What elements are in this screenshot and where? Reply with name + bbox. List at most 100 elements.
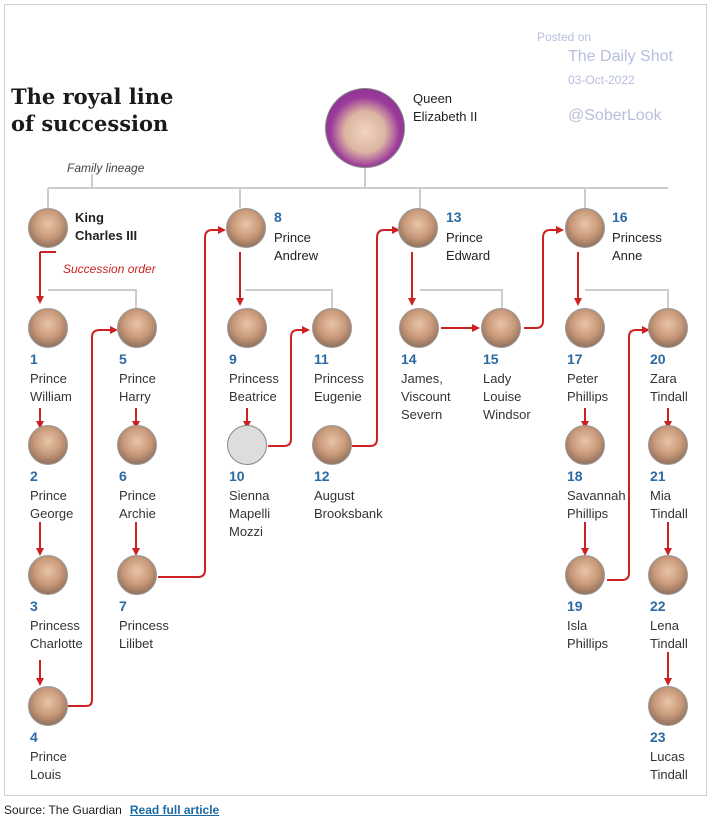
name-line2: Eugenie bbox=[314, 389, 362, 404]
name-line1: Lucas bbox=[650, 749, 685, 764]
name-line1: King bbox=[75, 210, 104, 225]
name-line2: Beatrice bbox=[229, 389, 277, 404]
avatar bbox=[648, 686, 688, 726]
succession-number: 1 bbox=[30, 351, 38, 367]
name-line2: Viscount bbox=[401, 389, 451, 404]
name-line1: Princess bbox=[119, 618, 169, 633]
queen-line2: Elizabeth II bbox=[413, 109, 478, 124]
succession-number: 21 bbox=[650, 468, 666, 484]
read-full-article-link[interactable]: Read full article bbox=[129, 803, 220, 817]
avatar bbox=[117, 308, 157, 348]
name-line1: Sienna bbox=[229, 488, 270, 503]
name-line2: Charles III bbox=[75, 228, 138, 243]
succession-number: 22 bbox=[650, 598, 666, 614]
avatar bbox=[481, 308, 521, 348]
name-line2: Edward bbox=[446, 248, 491, 263]
source-footer: Source: The Guardian Read full article bbox=[4, 803, 219, 817]
name-line1: Prince bbox=[274, 230, 311, 245]
name-line1: Prince bbox=[119, 371, 156, 386]
succession-number: 17 bbox=[567, 351, 583, 367]
name-line1: Prince bbox=[30, 488, 67, 503]
name-line1: Zara bbox=[650, 371, 677, 386]
avatar bbox=[28, 686, 68, 726]
succession-number: 7 bbox=[119, 598, 127, 614]
avatar bbox=[227, 308, 267, 348]
avatar bbox=[565, 555, 605, 595]
avatar bbox=[398, 208, 438, 248]
avatar-queen bbox=[325, 88, 405, 168]
avatar bbox=[227, 425, 267, 465]
name-line1: Lena bbox=[650, 618, 679, 633]
name-line2: Louise bbox=[483, 389, 522, 404]
succession-number: 2 bbox=[30, 468, 38, 484]
succession-number: 16 bbox=[612, 209, 628, 225]
name-line2: Tindall bbox=[650, 636, 688, 651]
source-text: Source: The Guardian bbox=[4, 803, 122, 817]
succession-number: 19 bbox=[567, 598, 583, 614]
avatar bbox=[648, 555, 688, 595]
watermark-site: The Daily Shot bbox=[568, 48, 673, 65]
succession-number: 5 bbox=[119, 351, 127, 367]
name-line2: Archie bbox=[119, 506, 156, 521]
name-line1: Prince bbox=[446, 230, 483, 245]
avatar bbox=[312, 425, 352, 465]
succession-number: 23 bbox=[650, 729, 666, 745]
name-line3: Mozzi bbox=[229, 524, 263, 539]
avatar bbox=[648, 425, 688, 465]
name-line2: Harry bbox=[119, 389, 151, 404]
name-line2: Brooksbank bbox=[314, 506, 383, 521]
succession-number: 9 bbox=[229, 351, 237, 367]
name-line2: Phillips bbox=[567, 636, 609, 651]
name-line1: Peter bbox=[567, 371, 599, 386]
name-line2: Charlotte bbox=[30, 636, 83, 651]
name-line1: Princess bbox=[314, 371, 364, 386]
name-line2: George bbox=[30, 506, 74, 521]
name-line1: August bbox=[314, 488, 355, 503]
name-line2: Mapelli bbox=[229, 506, 271, 521]
succession-number: 8 bbox=[274, 209, 282, 225]
name-line2: Phillips bbox=[567, 506, 609, 521]
name-line1: Lady bbox=[483, 371, 512, 386]
avatar bbox=[565, 208, 605, 248]
name-line1: Isla bbox=[567, 618, 588, 633]
succession-number: 14 bbox=[401, 351, 417, 367]
succession-number: 18 bbox=[567, 468, 583, 484]
avatar bbox=[28, 555, 68, 595]
name-line2: Andrew bbox=[274, 248, 319, 263]
succession-arrows bbox=[36, 226, 672, 707]
name-line1: Princess bbox=[612, 230, 662, 245]
name-line1: Prince bbox=[30, 371, 67, 386]
name-line2: Phillips bbox=[567, 389, 609, 404]
avatar bbox=[399, 308, 439, 348]
avatar bbox=[565, 308, 605, 348]
name-line2: Anne bbox=[612, 248, 643, 263]
avatar bbox=[28, 425, 68, 465]
name-line3: Windsor bbox=[483, 407, 531, 422]
succession-number: 12 bbox=[314, 468, 330, 484]
name-line2: Louis bbox=[30, 767, 62, 782]
avatar bbox=[28, 208, 68, 248]
name-line1: Prince bbox=[119, 488, 156, 503]
chart-title: The royal line of succession bbox=[11, 84, 174, 136]
name-line1: James, bbox=[401, 371, 443, 386]
succession-number: 6 bbox=[119, 468, 127, 484]
succession-number: 20 bbox=[650, 351, 666, 367]
name-line2: Tindall bbox=[650, 767, 688, 782]
succession-order-label: Succession order bbox=[63, 262, 156, 276]
watermark-date: 03-Oct-2022 bbox=[568, 73, 635, 87]
avatar bbox=[117, 425, 157, 465]
name-line1: Princess bbox=[229, 371, 279, 386]
succession-number: 10 bbox=[229, 468, 245, 484]
name-line2: William bbox=[30, 389, 72, 404]
watermark-posted-on: Posted on bbox=[537, 30, 592, 44]
family-lineage-label: Family lineage bbox=[67, 161, 145, 175]
name-line1: Savannah bbox=[567, 488, 626, 503]
lineage-lines bbox=[47, 167, 669, 308]
succession-number: 15 bbox=[483, 351, 499, 367]
succession-number: 3 bbox=[30, 598, 38, 614]
queen-line1: Queen bbox=[413, 91, 453, 106]
succession-number: 4 bbox=[30, 729, 38, 745]
avatar bbox=[117, 555, 157, 595]
name-line2: Tindall bbox=[650, 389, 688, 404]
